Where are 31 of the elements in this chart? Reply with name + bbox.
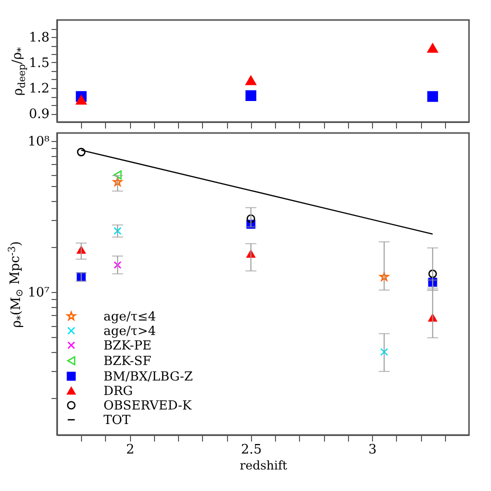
point (428, 270, 437, 278)
legend-label: DRG (104, 382, 133, 398)
point (427, 91, 438, 102)
legend-label: BM/BX/LBG-Z (104, 368, 194, 384)
point (245, 90, 256, 102)
point (245, 76, 256, 86)
point (76, 95, 87, 105)
legend-label: BZK-SF (104, 352, 152, 368)
y-tick-label: 0.9 (28, 107, 50, 122)
legend-label: age/τ>4 (104, 322, 156, 338)
point (114, 226, 122, 235)
point (380, 348, 388, 356)
point (114, 170, 122, 180)
point (246, 214, 256, 223)
point (76, 148, 86, 156)
legend-label: BZK-PE (104, 337, 152, 352)
y-tick-label: 10⁷ (28, 286, 50, 301)
y-tick-label: 10⁸ (28, 134, 50, 150)
x-tick-label: 2.5 (241, 442, 262, 458)
point (112, 177, 122, 186)
y-tick-label: 1.8 (28, 30, 50, 46)
legend-label: OBSERVED-K (104, 397, 192, 412)
y-tick-label: 1.5 (28, 56, 50, 71)
x-tick-label: 3 (368, 442, 377, 458)
point (114, 261, 122, 269)
point (427, 43, 438, 53)
legend-label: age/τ≤4 (104, 308, 156, 324)
y-tick-label: 1.2 (28, 82, 50, 96)
x-axis-title: redshift (240, 458, 288, 472)
x-tick-label: 2 (126, 442, 134, 458)
legend-label: TOT (104, 412, 132, 427)
